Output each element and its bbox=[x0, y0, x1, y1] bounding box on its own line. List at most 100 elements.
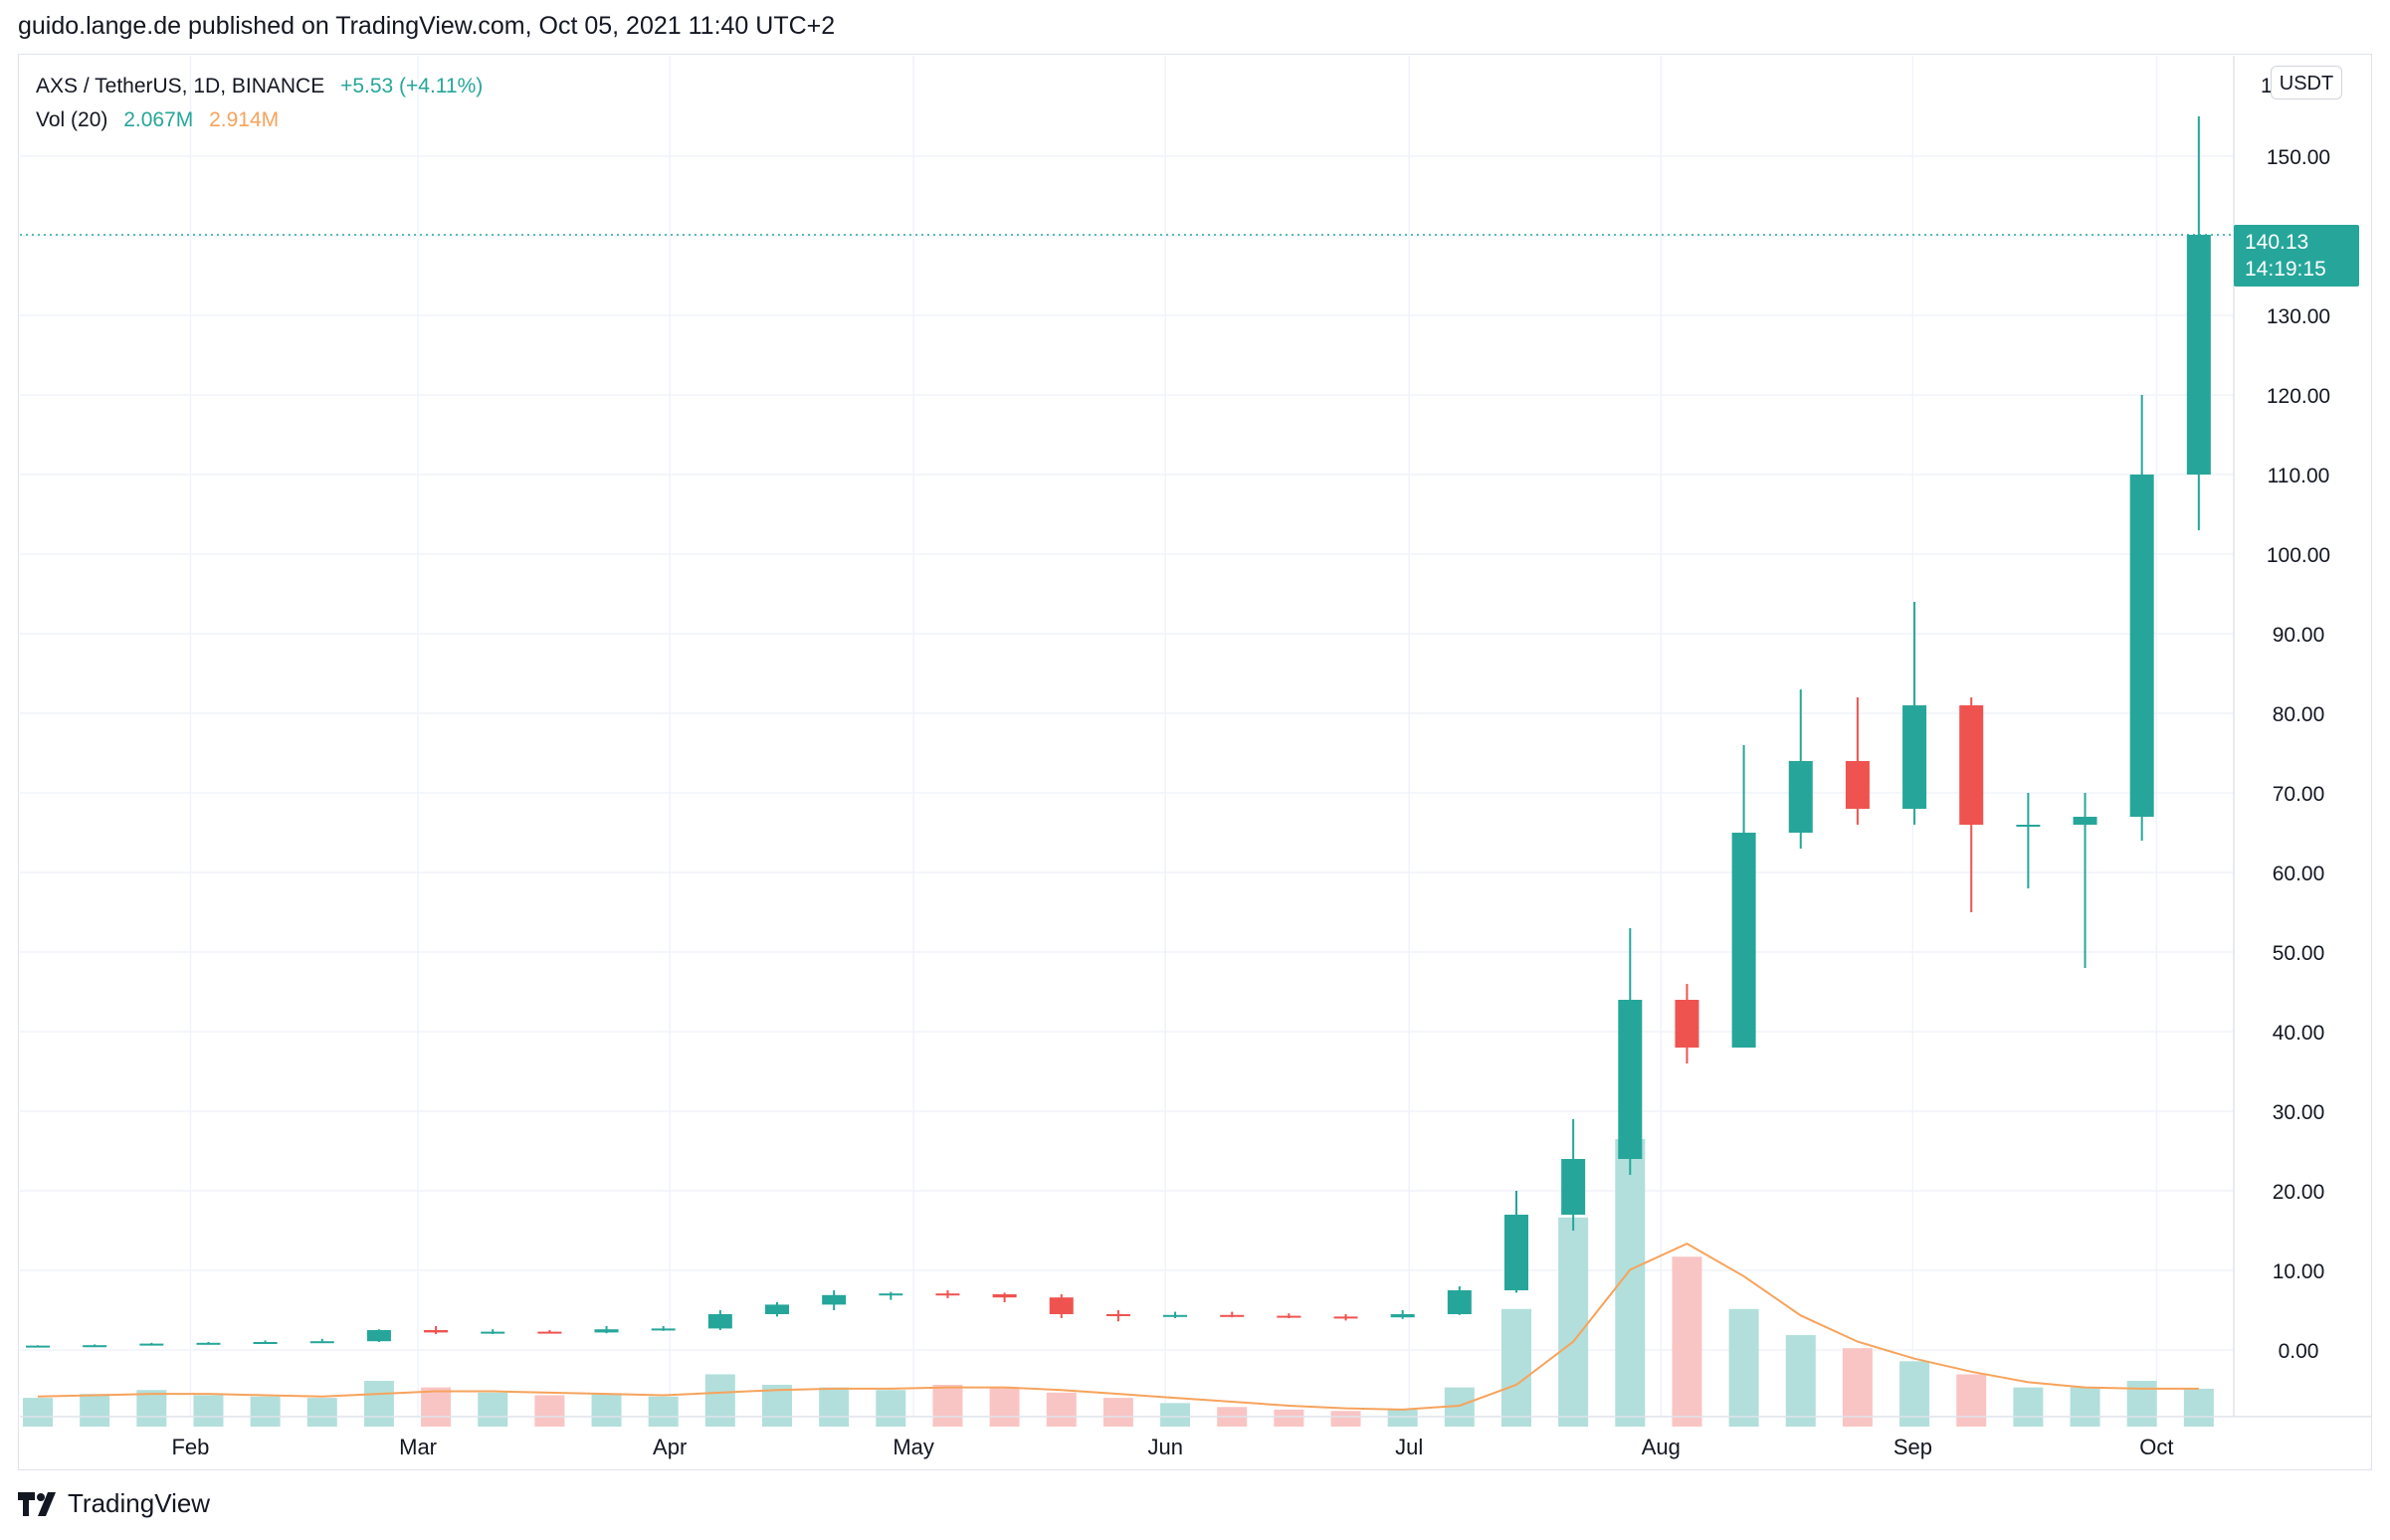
candle-body bbox=[1845, 761, 1870, 809]
x-tick-label: Feb bbox=[171, 1435, 209, 1459]
candle-body bbox=[1163, 1314, 1188, 1317]
bar-countdown: 14:19:15 bbox=[2245, 258, 2326, 281]
volume-bar bbox=[2070, 1387, 2100, 1427]
volume-bar bbox=[1387, 1409, 1418, 1427]
price-change: +5.53 (+4.11%) bbox=[340, 75, 484, 97]
symbol-row[interactable]: AXS / TetherUS, 1D, BINANCE +5.53 (+4.11… bbox=[36, 70, 483, 103]
symbol-label[interactable]: AXS / TetherUS, 1D, BINANCE bbox=[36, 75, 325, 97]
candle-body bbox=[1561, 1159, 1586, 1215]
candle-body bbox=[1447, 1290, 1472, 1314]
volume-bar bbox=[306, 1398, 337, 1427]
candle-body bbox=[83, 1345, 107, 1348]
candle-body bbox=[26, 1345, 50, 1348]
candle-body bbox=[879, 1293, 903, 1296]
candle-body bbox=[424, 1330, 449, 1333]
volume-label[interactable]: Vol (20) bbox=[36, 108, 108, 131]
volume-row[interactable]: Vol (20) 2.067M 2.914M bbox=[36, 103, 483, 137]
volume-bar bbox=[1899, 1361, 1930, 1427]
x-tick-label: Aug bbox=[1642, 1435, 1681, 1459]
candle-body bbox=[764, 1304, 789, 1314]
y-tick-label: 50.00 bbox=[2273, 942, 2325, 965]
currency-button[interactable]: USDT bbox=[2271, 66, 2342, 99]
volume-bar bbox=[704, 1374, 735, 1427]
volume-ma-polyline bbox=[37, 1242, 2199, 1411]
candle-body bbox=[1220, 1314, 1245, 1317]
footer-brand: TradingView bbox=[68, 1488, 211, 1518]
last-price-tag: 140.13 14:19:15 bbox=[2234, 225, 2359, 287]
candle-body bbox=[1277, 1315, 1301, 1318]
candle-body bbox=[2129, 475, 2154, 817]
axes: Feb Mar Apr May Jun Jul Aug Sep Oct 0.00 10.00 20.0… bbox=[20, 56, 2372, 1459]
volume-bar bbox=[193, 1395, 224, 1427]
volume-bar bbox=[591, 1394, 622, 1427]
volume-bar bbox=[876, 1390, 906, 1427]
x-tick-label: Jun bbox=[1147, 1435, 1182, 1459]
x-tick-label: Sep bbox=[1893, 1435, 1932, 1459]
y-tick-label: 80.00 bbox=[2273, 703, 2325, 726]
volume-bars bbox=[23, 1139, 2214, 1427]
chart-legend: AXS / TetherUS, 1D, BINANCE +5.53 (+4.11… bbox=[36, 70, 483, 137]
volume-bar bbox=[819, 1387, 850, 1427]
chart-grid bbox=[20, 56, 2234, 1417]
y-tick-label: 20.00 bbox=[2273, 1181, 2325, 1204]
candle-body bbox=[1333, 1316, 1358, 1319]
volume-bar bbox=[1728, 1308, 1759, 1427]
candle-body bbox=[253, 1342, 278, 1344]
volume-bar bbox=[363, 1381, 394, 1427]
volume-bar bbox=[1785, 1335, 1816, 1427]
candle-body bbox=[537, 1331, 562, 1334]
volume-bar bbox=[1672, 1256, 1702, 1427]
publisher-header: guido.lange.de published on TradingView.… bbox=[18, 12, 836, 40]
volume-bar bbox=[250, 1396, 281, 1427]
volume-bar bbox=[1046, 1392, 1077, 1427]
y-tick-label: 130.00 bbox=[2267, 305, 2330, 328]
candle-body bbox=[1618, 1000, 1643, 1159]
candle-body bbox=[139, 1343, 164, 1346]
x-tick-label: May bbox=[893, 1435, 934, 1459]
candles bbox=[26, 116, 2211, 1348]
y-tick-label: 110.00 bbox=[2268, 465, 2330, 487]
volume-ma-value: 2.914M bbox=[209, 108, 280, 131]
candle-body bbox=[1731, 833, 1756, 1048]
candle-body bbox=[2073, 817, 2097, 825]
y-tick-label: 100.00 bbox=[2267, 544, 2330, 567]
footer[interactable]: TradingView bbox=[18, 1488, 210, 1519]
volume-bar bbox=[761, 1384, 792, 1427]
y-tick-label-partial: 1 bbox=[2261, 75, 2273, 97]
volume-bar bbox=[1160, 1403, 1191, 1427]
candle-body bbox=[196, 1342, 221, 1345]
candle-body bbox=[1959, 705, 1984, 825]
volume-bar bbox=[1330, 1411, 1361, 1427]
volume-ma-line bbox=[37, 1242, 2199, 1411]
candle-body bbox=[935, 1293, 960, 1296]
x-tick-label: Mar bbox=[399, 1435, 437, 1459]
volume-bar bbox=[648, 1396, 679, 1427]
y-tick-label: 0.00 bbox=[2279, 1340, 2319, 1363]
tradingview-logo-icon bbox=[18, 1491, 56, 1516]
volume-bar bbox=[534, 1395, 565, 1427]
candle-body bbox=[1675, 1000, 1699, 1048]
y-tick-label: 70.00 bbox=[2273, 783, 2325, 806]
volume-bar bbox=[136, 1390, 167, 1427]
volume-bar bbox=[1500, 1308, 1531, 1427]
last-price: 140.13 bbox=[2245, 231, 2309, 254]
volume-bar bbox=[80, 1394, 110, 1427]
x-tick-label: Jul bbox=[1395, 1435, 1423, 1459]
candle-body bbox=[1902, 705, 1927, 809]
y-tick-label: 150.00 bbox=[2267, 146, 2330, 169]
candle-body bbox=[1503, 1215, 1528, 1290]
chart-frame bbox=[18, 54, 2372, 1470]
candle-body bbox=[651, 1328, 676, 1331]
x-tick-label: Oct bbox=[2139, 1435, 2173, 1459]
candle-body bbox=[481, 1331, 505, 1334]
candle-body bbox=[2186, 234, 2211, 475]
volume-bar bbox=[2013, 1387, 2044, 1427]
volume-bar bbox=[1956, 1374, 1987, 1427]
candle-body bbox=[992, 1294, 1017, 1298]
volume-value: 2.067M bbox=[123, 108, 194, 131]
y-tick-label: 30.00 bbox=[2273, 1101, 2325, 1124]
candle-body bbox=[1390, 1314, 1415, 1318]
volume-bar bbox=[989, 1387, 1020, 1427]
volume-bar bbox=[1558, 1217, 1589, 1427]
